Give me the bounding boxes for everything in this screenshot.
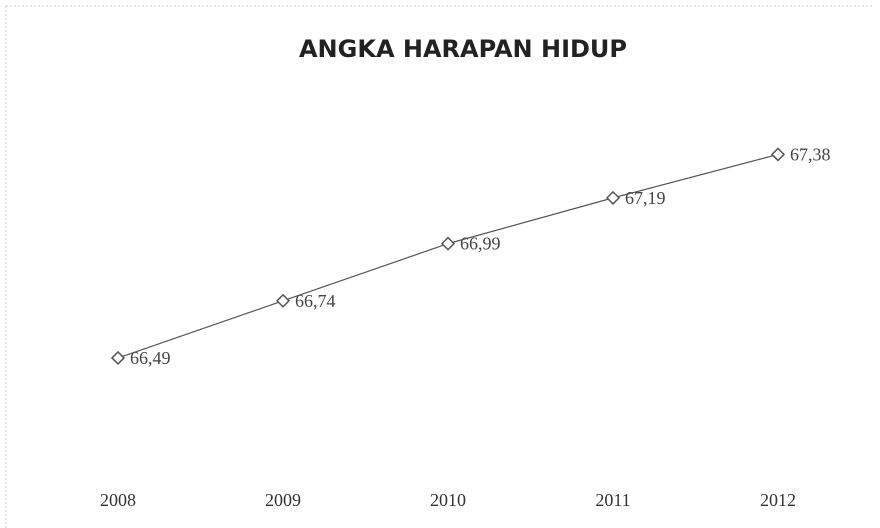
marker [110,350,126,366]
data-label: 66,74 [295,291,336,311]
marker [605,190,621,205]
marker [440,236,456,251]
x-tick-label: 2008 [100,490,136,510]
data-label: 67,19 [625,188,666,208]
data-label: 67,38 [790,145,831,165]
marker [275,293,291,308]
x-tick-label: 2012 [760,490,796,510]
data-label: 66,49 [130,348,171,368]
x-tick-label: 2011 [595,490,630,510]
marker [770,147,786,162]
x-tick-label: 2010 [430,490,466,510]
chart-title: ANGKA HARAPAN HIDUP [299,35,627,63]
x-tick-label: 2009 [265,490,301,510]
series-line [117,153,779,359]
data-label: 66,99 [460,234,501,254]
